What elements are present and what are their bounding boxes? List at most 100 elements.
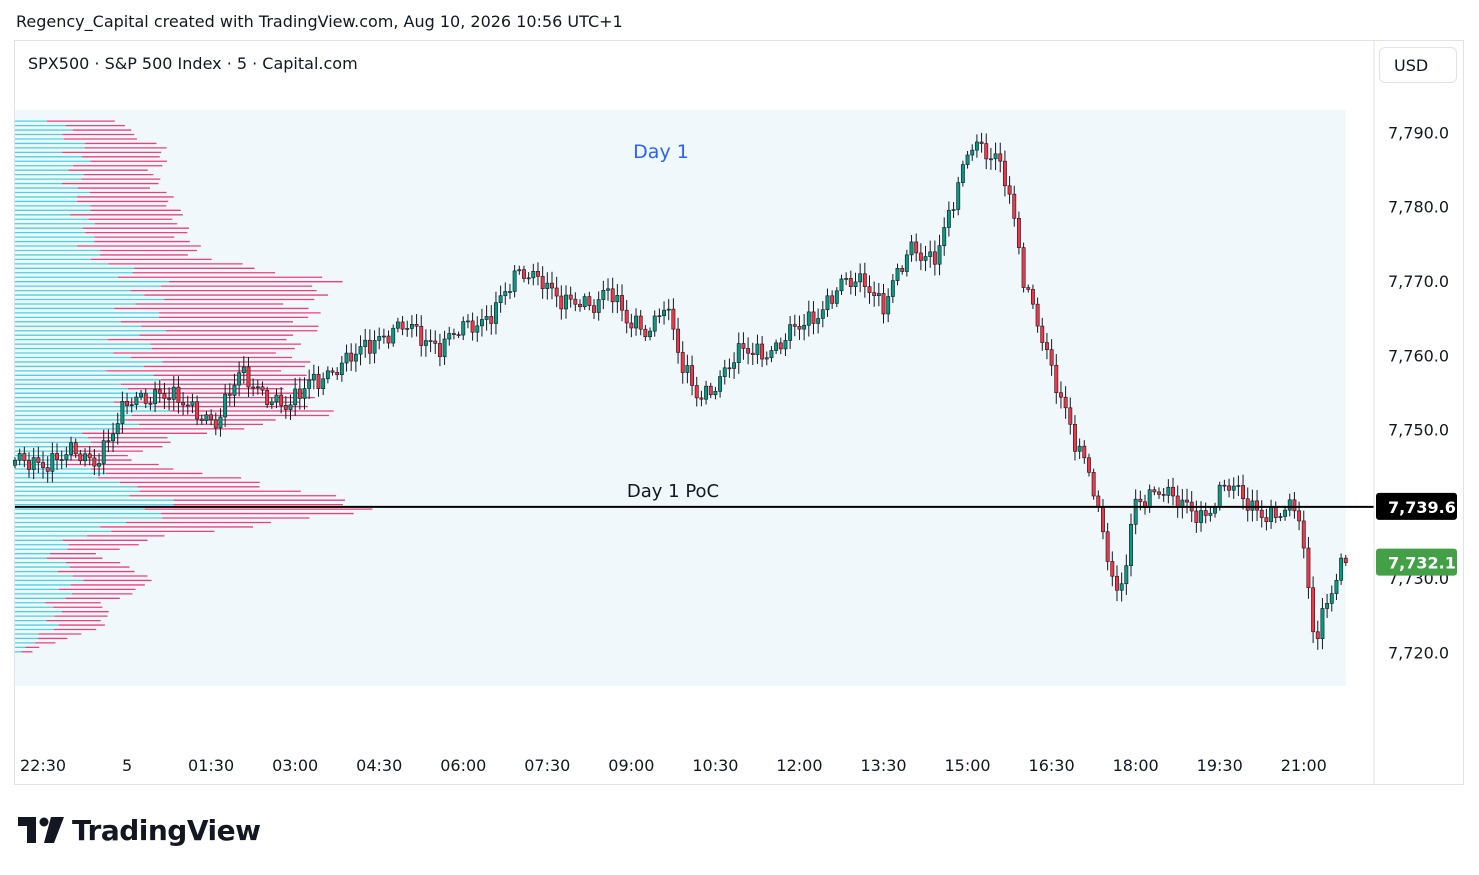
candle xyxy=(764,351,769,366)
candle xyxy=(904,249,909,277)
candle xyxy=(367,329,372,365)
symbol-legend[interactable]: SPX500 · S&P 500 Index · 5 · Capital.com xyxy=(28,54,358,73)
candle xyxy=(55,443,59,470)
candle xyxy=(830,290,835,309)
candle xyxy=(171,375,176,411)
candle xyxy=(825,288,830,318)
candle xyxy=(624,299,629,334)
candle xyxy=(960,160,965,187)
candle xyxy=(204,411,209,425)
candle xyxy=(988,147,993,170)
candle xyxy=(1157,487,1161,499)
chart-caption: Regency_Capital created with TradingView… xyxy=(16,12,623,31)
candle xyxy=(87,446,92,466)
candle xyxy=(853,272,858,296)
candle xyxy=(965,150,970,169)
candle xyxy=(1087,453,1091,477)
time-tick-label: 04:30 xyxy=(356,756,402,775)
candle xyxy=(1045,332,1049,360)
candle xyxy=(522,265,526,283)
candle xyxy=(498,285,503,313)
candle xyxy=(1259,500,1264,528)
candle xyxy=(970,144,975,161)
candle xyxy=(1166,479,1171,504)
time-tick-label: 03:00 xyxy=(272,756,318,775)
currency-button[interactable]: USD xyxy=(1379,47,1457,83)
candle xyxy=(802,314,807,341)
candle xyxy=(148,396,153,411)
poc-price-badge: 7,739.6 xyxy=(1376,492,1457,520)
candle xyxy=(727,358,732,378)
candle xyxy=(643,324,648,341)
candle xyxy=(680,341,685,384)
candle xyxy=(1040,317,1045,351)
time-tick-label: 15:00 xyxy=(945,756,991,775)
candle xyxy=(50,442,55,483)
candle xyxy=(414,314,419,337)
candle xyxy=(1068,397,1073,435)
candle xyxy=(1301,510,1306,559)
candle xyxy=(251,378,256,397)
time-tick-label: 18:00 xyxy=(1113,756,1159,775)
candle xyxy=(283,396,288,419)
candle xyxy=(1329,585,1334,612)
candle xyxy=(559,285,564,320)
candle xyxy=(17,448,22,466)
candle xyxy=(774,339,779,354)
candle xyxy=(475,316,480,342)
candle xyxy=(167,387,172,411)
time-axis[interactable]: 22:30 5 01:30 03:00 04:30 06:00 07:30 09:00 10:3… xyxy=(0,745,1327,785)
candle xyxy=(437,333,442,367)
candle xyxy=(713,386,718,400)
tradingview-logo-text: TradingView xyxy=(72,813,261,847)
candle xyxy=(428,329,433,353)
candle xyxy=(69,436,73,461)
candle xyxy=(213,412,218,436)
candle xyxy=(73,438,78,458)
candle xyxy=(321,372,326,396)
candle xyxy=(255,379,260,395)
candle xyxy=(307,369,312,399)
candle xyxy=(1185,488,1189,514)
session-label: Day 1 xyxy=(633,141,689,163)
candle xyxy=(704,380,709,405)
candle xyxy=(1073,415,1077,461)
candle xyxy=(120,391,125,434)
candle xyxy=(1325,593,1330,618)
candle xyxy=(1227,478,1231,498)
candle xyxy=(1292,491,1297,519)
candle xyxy=(1171,477,1175,506)
time-tick-label: 07:30 xyxy=(524,756,570,775)
candle xyxy=(209,409,214,426)
candle xyxy=(143,388,148,409)
candle xyxy=(391,324,396,347)
candle xyxy=(736,332,741,374)
candle xyxy=(1082,440,1087,464)
candle xyxy=(587,291,592,311)
candle xyxy=(190,393,195,414)
tradingview-logo[interactable]: TradingView xyxy=(18,812,261,848)
candle xyxy=(788,315,793,350)
candle xyxy=(671,298,676,340)
candle xyxy=(928,240,933,268)
candle xyxy=(1129,513,1133,577)
candle xyxy=(881,283,886,324)
candle xyxy=(1016,211,1021,255)
candle xyxy=(433,330,438,354)
time-tick-label: 22:30 xyxy=(20,756,66,775)
candle xyxy=(349,343,354,371)
candle xyxy=(998,142,1003,173)
candle xyxy=(97,453,101,477)
price-tick-label: 7,790.0 xyxy=(1388,123,1449,142)
price-axis[interactable]: 7,790.07,780.07,770.07,760.07,750.07,730… xyxy=(1388,123,1449,662)
candle xyxy=(447,326,452,346)
candle xyxy=(662,301,666,325)
candle xyxy=(494,291,498,335)
candle xyxy=(297,377,302,410)
candle xyxy=(610,277,615,313)
time-tick-label: 5 xyxy=(122,756,132,775)
candle xyxy=(848,270,853,295)
candle xyxy=(732,352,737,379)
candle xyxy=(311,364,316,390)
